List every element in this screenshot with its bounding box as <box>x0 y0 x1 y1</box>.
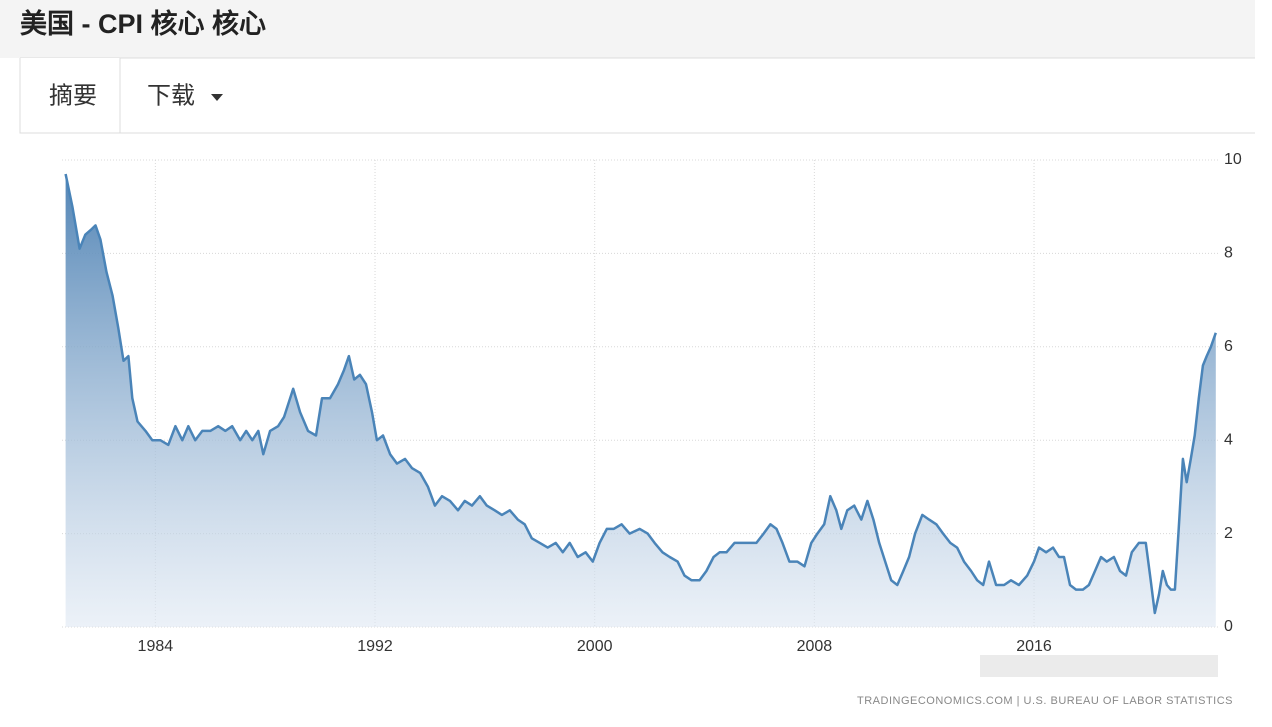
y-tick-label: 2 <box>1224 525 1233 542</box>
y-tick-label: 6 <box>1224 338 1233 355</box>
y-tick-label: 8 <box>1224 245 1233 262</box>
y-tick-label: 4 <box>1224 431 1233 448</box>
header-band <box>0 0 1255 58</box>
x-tick-label: 2016 <box>1016 638 1052 655</box>
plot: 0 2 4 6 8 10 1984 1992 2000 2008 2016 <box>62 151 1242 655</box>
x-tick-label: 2000 <box>577 638 613 655</box>
y-tick-label: 10 <box>1224 151 1242 168</box>
active-tab[interactable] <box>19 58 121 134</box>
dropdown-caret[interactable] <box>211 94 223 101</box>
x-tick-label: 1984 <box>138 638 174 655</box>
source-note: TRADINGECONOMICS.COM | U.S. BUREAU OF LA… <box>857 695 1233 707</box>
series-line <box>64 173 1217 615</box>
tab-summary[interactable]: 摘要 <box>49 82 97 109</box>
blur-box <box>980 655 1218 677</box>
x-tick-label: 2008 <box>797 638 833 655</box>
area-fill <box>65 174 1216 627</box>
tab-download[interactable]: 下载 <box>147 82 195 109</box>
x-tick-label: 1992 <box>357 638 393 655</box>
page-title: 美国 - CPI 核心 核心 <box>20 8 266 39</box>
y-tick-label: 0 <box>1224 618 1233 635</box>
